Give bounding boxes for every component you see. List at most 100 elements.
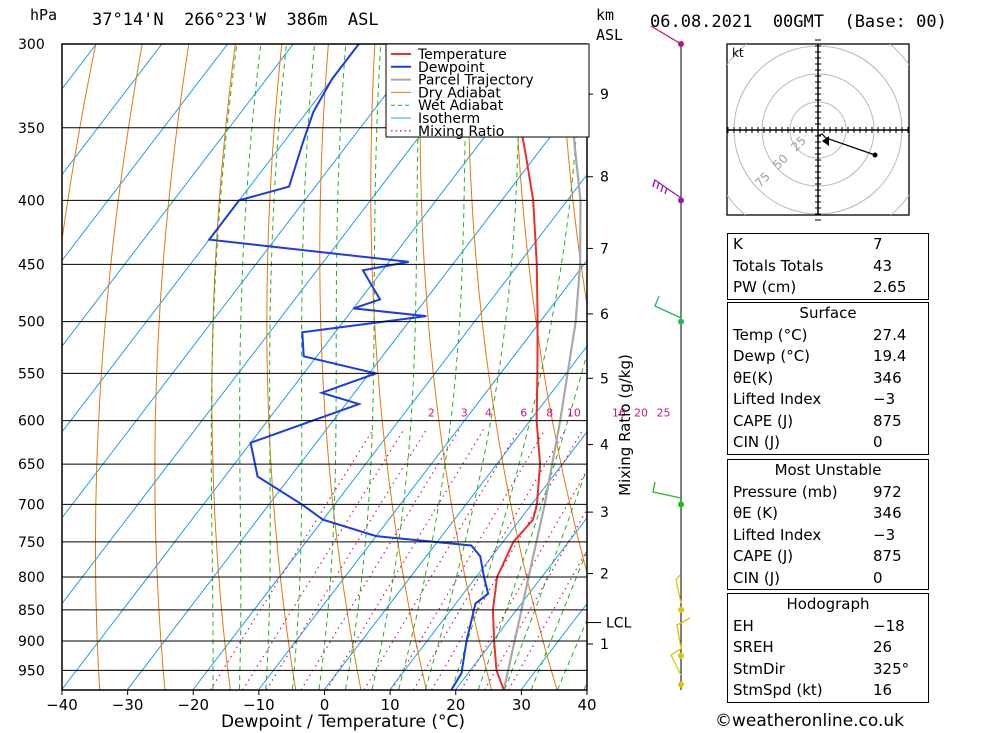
indices-value: 26 — [873, 638, 893, 656]
indices-block-title: Hodograph — [786, 595, 870, 613]
indices-row: Lifted Index −3 — [728, 525, 928, 547]
wind-barb — [675, 574, 682, 604]
wet-adiabat-line — [556, 618, 587, 690]
indices-block-title: Most Unstable — [774, 461, 882, 479]
indices-value: 2.65 — [873, 278, 907, 296]
x-axis-title: Dewpoint / Temperature (°C) — [221, 712, 465, 732]
indices-value: 7 — [873, 235, 883, 253]
indices-row: CIN (J) 0 — [728, 432, 928, 454]
wet-adiabat-line — [398, 44, 468, 690]
x-tick-label: 20 — [446, 696, 465, 714]
plot-frame — [61, 43, 588, 691]
indices-value: −3 — [873, 390, 896, 408]
legend-label: Temperature — [417, 47, 507, 63]
wet-adiabat-line — [477, 352, 587, 690]
indices-value: −18 — [873, 616, 905, 635]
wind-level-dot — [678, 681, 684, 688]
indices-key: Pressure (mb) — [733, 482, 838, 501]
indices-row: EH −18 — [728, 616, 928, 638]
km-tick-label: 3 — [600, 505, 609, 521]
indices-block: Hodograph EH −18 SREH 26 StmDir 325° StmSpd (kt… — [727, 593, 929, 703]
indices-key: θE (K) — [733, 504, 778, 522]
dry-adiabat-line — [931, 35, 1000, 690]
pressure-tick-label: 950 — [18, 663, 45, 679]
indices-row: StmDir 325° — [728, 659, 928, 681]
indices-key: CAPE (J) — [733, 547, 794, 565]
isotherm-line — [454, 516, 587, 690]
mixing-ratio-label: 8 — [546, 407, 553, 420]
dry-adiabat-line — [467, 44, 558, 690]
mixing-ratio-line — [265, 429, 427, 690]
mixing-ratio-label: 16 — [612, 407, 626, 420]
wet-adiabat-line — [371, 44, 422, 690]
dry-adiabat-line — [266, 44, 297, 690]
mixing-ratio-line — [300, 429, 460, 690]
pressure-tick-label: 750 — [18, 535, 45, 551]
indices-value: 346 — [873, 504, 902, 522]
legend-label: Parcel Trajectory — [418, 73, 534, 89]
wind-barb-feather — [660, 184, 664, 193]
dry-adiabat-line — [62, 44, 97, 244]
indices-key: θE(K) — [733, 368, 774, 387]
indices-row: StmSpd (kt) 16 — [728, 680, 928, 702]
date-title: 06.08.2021 00GMT (Base: 00) — [650, 12, 947, 32]
indices-row: Totals Totals 43 — [728, 256, 928, 278]
km-tick-label: 4 — [600, 438, 609, 454]
pressure-tick-label: 300 — [18, 37, 45, 53]
isotherm-line — [62, 44, 163, 176]
indices-block-title: Surface — [799, 304, 857, 322]
mixing-ratio-line — [326, 429, 485, 690]
indices-value: 0 — [873, 433, 883, 451]
indices-key: Temp (°C) — [733, 325, 808, 344]
isotherm-line — [62, 44, 360, 433]
wind-barb-feather — [652, 179, 656, 187]
indices-block: K 7 Totals Totals 43 PW (cm) 2.65 — [727, 233, 929, 300]
indices-key: Totals Totals — [733, 256, 824, 275]
mixing-ratio-label: 6 — [520, 407, 527, 420]
mixing-ratio-line — [242, 429, 405, 690]
x-tick-label: −10 — [243, 696, 275, 714]
pressure-tick-label: 600 — [18, 414, 45, 430]
wet-adiabat-line — [210, 44, 238, 690]
mixing-ratio-label: 2 — [428, 407, 435, 420]
wind-level-dot — [678, 606, 684, 613]
indices-block: Most Unstable Pressure (mb) 972 θE (K) 346 Li… — [727, 459, 929, 590]
pressure-tick-label: 700 — [18, 497, 45, 513]
x-tick-label: 30 — [512, 696, 531, 714]
credit-text: ©weatheronline.co.uk — [715, 711, 905, 731]
dry-adiabat-line — [419, 44, 493, 690]
series-parcel-trajectory — [502, 44, 582, 690]
indices-value: 16 — [873, 681, 893, 699]
indices-row: θE (K) 346 — [728, 503, 928, 525]
km-tick-label: 9 — [600, 87, 609, 103]
wind-barb — [654, 295, 682, 319]
km-tick-label: 2 — [600, 567, 609, 583]
wind-level-dot — [678, 318, 684, 325]
indices-key: EH — [733, 616, 754, 635]
indices-key: StmDir — [733, 659, 785, 678]
isotherm-line — [62, 44, 426, 519]
indices-row: PW (cm) 2.65 — [728, 277, 928, 299]
indices-row: CAPE (J) 875 — [728, 546, 928, 568]
pressure-tick-label: 450 — [18, 257, 45, 273]
km-tick-label: 5 — [600, 371, 609, 387]
indices-key: CIN (J) — [733, 568, 781, 587]
dry-adiabat-line — [513, 44, 587, 575]
indices-value: 972 — [873, 482, 902, 501]
legend-label: Isotherm — [418, 111, 480, 127]
indices-key: StmSpd (kt) — [733, 681, 823, 699]
indices-value: −3 — [873, 525, 896, 544]
dry-adiabat-line — [319, 44, 362, 690]
hodograph-unit: kt — [732, 46, 744, 60]
pressure-tick-label: 850 — [18, 603, 45, 619]
indices-value: 27.4 — [873, 325, 907, 344]
series-dewpoint — [207, 44, 490, 690]
wet-adiabat-line — [238, 44, 262, 690]
km-tick-label: 6 — [600, 307, 609, 323]
indices-row: Dewp (°C) 19.4 — [728, 346, 928, 368]
isotherm-line — [62, 44, 97, 90]
pressure-tick-label: 350 — [18, 121, 45, 137]
